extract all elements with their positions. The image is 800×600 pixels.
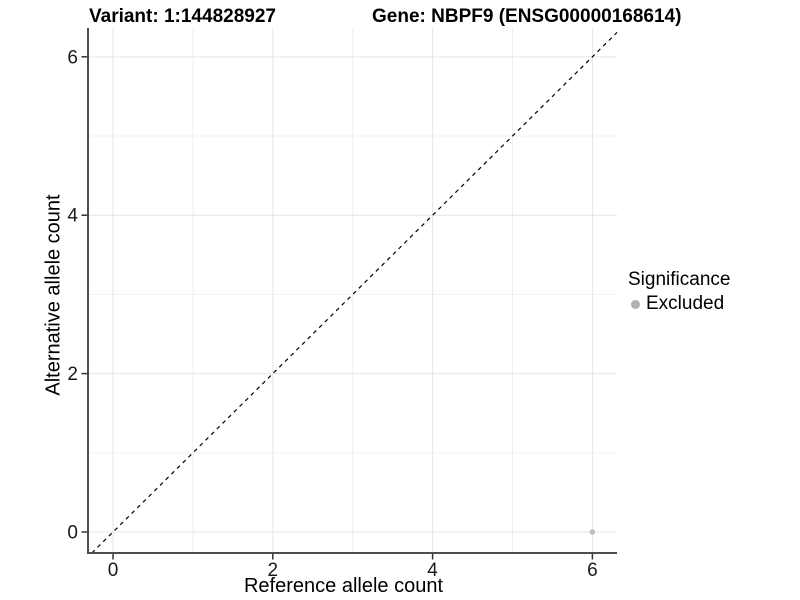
x-tick-label: 2 (268, 560, 279, 581)
legend-point-icon (631, 299, 640, 309)
x-tick-label: 0 (108, 560, 119, 581)
gene-title: Gene: NBPF9 (ENSG00000168614) (372, 6, 682, 27)
y-tick-label: 4 (67, 206, 78, 227)
y-tick-label: 0 (67, 523, 78, 544)
x-tick-label: 6 (587, 560, 598, 581)
data-point (589, 529, 596, 535)
legend-item-excluded: Excluded (628, 293, 730, 315)
identity-dashed-line (91, 32, 618, 554)
y-axis-title: Alternative allele count (42, 194, 65, 396)
y-tick-label: 2 (67, 364, 78, 385)
x-tick-label: 4 (427, 560, 438, 581)
variant-title: Variant: 1:144828927 (89, 6, 276, 27)
legend-item-label: Excluded (646, 293, 725, 314)
y-tick-label: 6 (67, 47, 78, 68)
legend: Significance Excluded (628, 268, 730, 315)
x-axis-title: Reference allele count (243, 575, 443, 597)
legend-title: Significance (628, 269, 731, 290)
